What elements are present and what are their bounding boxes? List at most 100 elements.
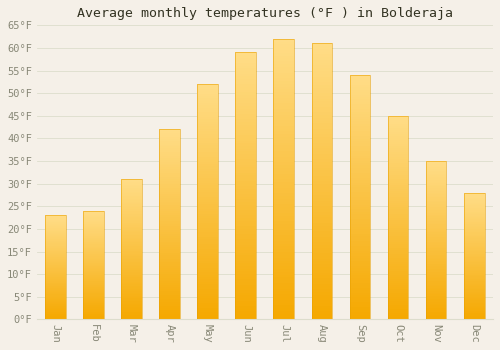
Bar bbox=[426, 209, 446, 210]
Bar bbox=[84, 274, 104, 275]
Bar bbox=[388, 216, 408, 218]
Bar bbox=[122, 311, 142, 313]
Bar bbox=[274, 244, 294, 246]
Bar bbox=[312, 74, 332, 77]
Bar bbox=[198, 159, 218, 162]
Bar bbox=[122, 283, 142, 284]
Bar bbox=[274, 171, 294, 174]
Bar bbox=[198, 279, 218, 282]
Bar bbox=[388, 214, 408, 216]
Bar bbox=[274, 314, 294, 317]
Bar bbox=[198, 155, 218, 157]
Bar bbox=[84, 313, 104, 314]
Bar bbox=[46, 303, 66, 304]
Bar bbox=[274, 160, 294, 162]
Bar bbox=[388, 191, 408, 193]
Bar bbox=[350, 151, 370, 153]
Bar bbox=[122, 238, 142, 239]
Bar bbox=[160, 257, 180, 259]
Bar bbox=[236, 285, 256, 287]
Bar bbox=[122, 181, 142, 182]
Bar bbox=[160, 272, 180, 274]
Bar bbox=[274, 252, 294, 255]
Bar bbox=[122, 259, 142, 260]
Bar bbox=[388, 211, 408, 214]
Bar bbox=[350, 129, 370, 131]
Bar bbox=[350, 285, 370, 288]
Bar bbox=[236, 256, 256, 258]
Bar bbox=[274, 92, 294, 95]
Bar bbox=[350, 82, 370, 85]
Bar bbox=[312, 134, 332, 137]
Bar bbox=[84, 280, 104, 281]
Bar bbox=[312, 295, 332, 298]
Bar bbox=[160, 278, 180, 280]
Bar bbox=[46, 234, 66, 235]
Bar bbox=[388, 173, 408, 175]
Bar bbox=[46, 292, 66, 293]
Bar bbox=[160, 131, 180, 133]
Bar bbox=[160, 135, 180, 137]
Bar bbox=[464, 256, 484, 257]
Bar bbox=[312, 273, 332, 275]
Bar bbox=[388, 275, 408, 277]
Bar bbox=[426, 191, 446, 193]
Bar bbox=[312, 226, 332, 228]
Bar bbox=[312, 178, 332, 181]
Bar bbox=[236, 148, 256, 151]
Bar bbox=[160, 241, 180, 243]
Bar bbox=[388, 122, 408, 124]
Bar bbox=[160, 276, 180, 278]
Bar bbox=[84, 298, 104, 299]
Bar bbox=[84, 310, 104, 311]
Bar bbox=[464, 310, 484, 312]
Bar bbox=[160, 133, 180, 135]
Bar bbox=[160, 262, 180, 264]
Bar bbox=[388, 279, 408, 281]
Bar bbox=[236, 312, 256, 314]
Bar bbox=[160, 270, 180, 272]
Bar bbox=[312, 143, 332, 146]
Bar bbox=[350, 275, 370, 278]
Bar bbox=[312, 253, 332, 256]
Bar bbox=[274, 168, 294, 171]
Bar bbox=[84, 292, 104, 293]
Bar bbox=[274, 72, 294, 75]
Bar bbox=[46, 224, 66, 225]
Bar bbox=[274, 280, 294, 283]
Bar bbox=[236, 111, 256, 114]
Bar bbox=[464, 226, 484, 227]
Bar bbox=[350, 202, 370, 205]
Bar bbox=[160, 177, 180, 179]
Bar bbox=[198, 197, 218, 199]
Bar bbox=[274, 199, 294, 202]
Bar bbox=[84, 275, 104, 276]
Bar bbox=[46, 313, 66, 314]
Bar bbox=[350, 307, 370, 310]
Bar bbox=[236, 61, 256, 63]
Bar bbox=[388, 185, 408, 187]
Bar bbox=[122, 189, 142, 190]
Bar bbox=[350, 153, 370, 156]
Bar bbox=[312, 46, 332, 49]
Bar bbox=[160, 316, 180, 317]
Bar bbox=[312, 193, 332, 195]
Bar bbox=[388, 281, 408, 283]
Bar bbox=[160, 146, 180, 148]
Bar bbox=[274, 123, 294, 126]
Bar bbox=[84, 273, 104, 274]
Bar bbox=[84, 242, 104, 243]
Bar bbox=[236, 183, 256, 186]
Bar bbox=[350, 90, 370, 92]
Bar bbox=[350, 214, 370, 217]
Bar bbox=[426, 248, 446, 250]
Bar bbox=[236, 207, 256, 210]
Bar bbox=[350, 121, 370, 124]
Bar bbox=[236, 215, 256, 218]
Bar bbox=[274, 246, 294, 249]
Bar bbox=[426, 245, 446, 247]
Bar bbox=[46, 232, 66, 233]
Bar bbox=[236, 100, 256, 103]
Bar bbox=[236, 239, 256, 242]
Bar bbox=[464, 290, 484, 292]
